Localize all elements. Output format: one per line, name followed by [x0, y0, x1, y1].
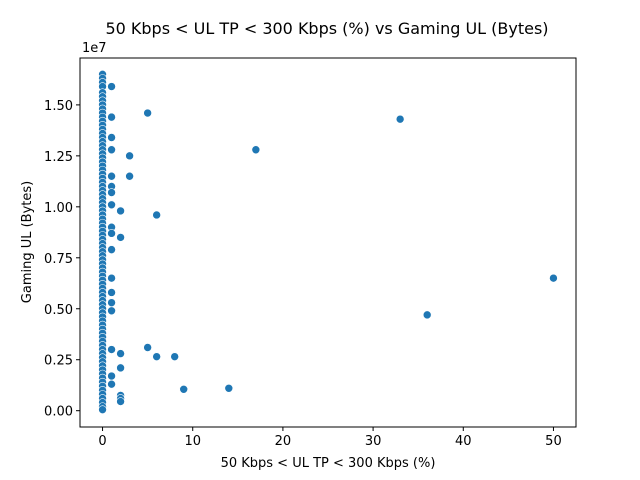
- plot-frame: [79, 57, 577, 428]
- data-point: [125, 171, 134, 181]
- y-tick-label: 1.00: [44, 201, 73, 216]
- data-point: [107, 188, 116, 197]
- data-point: [107, 306, 116, 316]
- data-point: [107, 273, 116, 283]
- data-point: [143, 108, 152, 118]
- x-tick-label: 20: [275, 434, 292, 449]
- data-point: [170, 352, 179, 361]
- x-tick-label: 50: [545, 434, 562, 449]
- data-point: [549, 273, 558, 283]
- y-tick-label: 1.25: [44, 150, 73, 165]
- data-point: [107, 288, 116, 297]
- data-point: [251, 145, 261, 155]
- y-tick-label: 0.75: [44, 252, 73, 267]
- data-point: [107, 229, 116, 238]
- data-point: [116, 206, 125, 216]
- x-tick-label: 30: [365, 434, 382, 449]
- data-point: [422, 310, 432, 320]
- data-point: [116, 349, 125, 358]
- data-point: [107, 145, 116, 155]
- y-tick-label: 0.50: [44, 303, 73, 318]
- data-point: [179, 384, 189, 394]
- data-point: [125, 151, 134, 161]
- data-point: [98, 405, 107, 414]
- data-point: [116, 363, 125, 373]
- data-point: [107, 112, 116, 122]
- data-point: [224, 383, 234, 393]
- data-point: [107, 345, 116, 354]
- data-point: [107, 171, 116, 181]
- y-axis: 0.00 0.25 0.50 0.75 1.00 1.25 1.50: [44, 99, 80, 420]
- chart-title: 50 Kbps < UL TP < 300 Kbps (%) vs Gaming…: [105, 19, 548, 38]
- y-tick-label: 0.25: [44, 354, 73, 369]
- x-axis: 0 10 20 30 40 50: [98, 427, 562, 449]
- data-point: [107, 298, 116, 307]
- data-point: [395, 114, 405, 124]
- data-point: [107, 133, 116, 142]
- data-point: [107, 200, 116, 210]
- x-tick-label: 0: [98, 434, 106, 449]
- scatter-points: [98, 70, 558, 414]
- x-tick-label: 10: [184, 434, 201, 449]
- data-point: [116, 397, 125, 406]
- data-point: [107, 245, 116, 254]
- data-point: [152, 352, 161, 361]
- y-tick-label: 0.00: [44, 405, 73, 420]
- x-tick-label: 40: [455, 434, 472, 449]
- data-point: [107, 371, 116, 381]
- data-point: [152, 210, 161, 220]
- data-point: [107, 82, 116, 91]
- y-axis-label: Gaming UL (Bytes): [20, 181, 35, 303]
- y-tick-label: 1.50: [44, 99, 73, 114]
- data-point: [116, 233, 125, 242]
- data-point: [143, 343, 152, 352]
- data-point: [107, 379, 116, 389]
- x-axis-label: 50 Kbps < UL TP < 300 Kbps (%): [221, 456, 436, 471]
- y-offset-label: 1e7: [82, 41, 107, 56]
